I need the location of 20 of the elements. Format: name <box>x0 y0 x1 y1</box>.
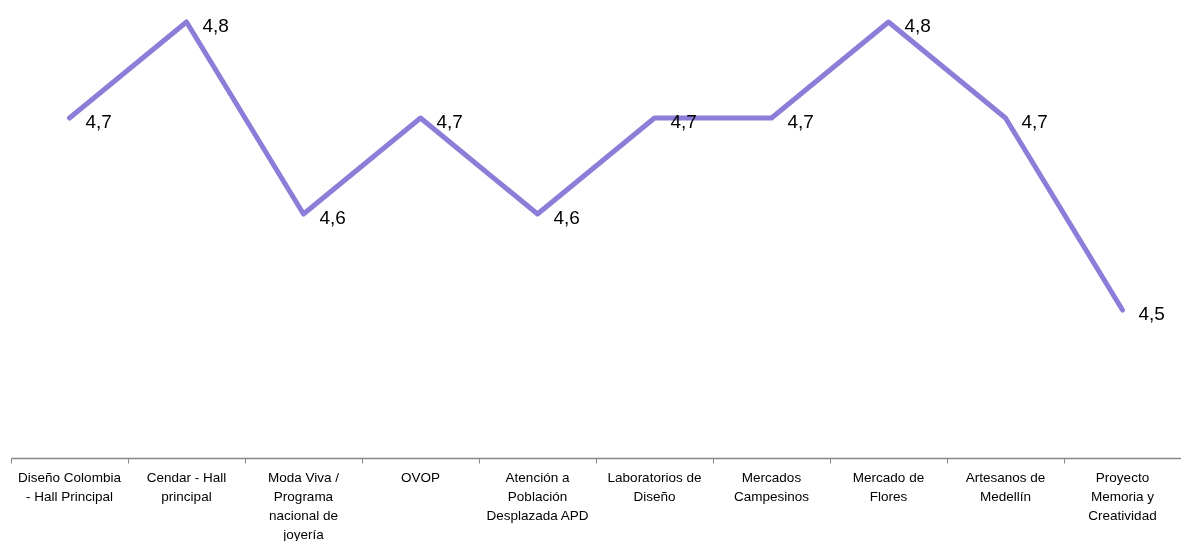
data-label: 4,6 <box>319 207 346 228</box>
x-tick-label: Mercado de Flores <box>852 469 925 504</box>
x-tick-label: Diseño Colombia - Hall Principal <box>18 469 122 504</box>
data-label: 4,8 <box>202 15 229 36</box>
data-label: 4,7 <box>670 111 697 132</box>
x-tick-label: Proyecto Memoria y Creatividad <box>1088 469 1157 523</box>
data-label: 4,6 <box>553 207 580 228</box>
x-tick-label: Cendar - Hall principal <box>146 469 227 504</box>
data-label: 4,7 <box>1021 111 1048 132</box>
x-tick-label: OVOP <box>400 469 441 485</box>
data-label: 4,8 <box>904 15 931 36</box>
data-label: 4,7 <box>787 111 814 132</box>
data-label: 4,5 <box>1138 303 1165 324</box>
x-tick-label: Moda Viva / Programa nacional de joyería <box>267 469 340 542</box>
data-label: 4,7 <box>85 111 112 132</box>
x-tick-label: Mercados Campesinos <box>733 469 810 504</box>
x-tick-label: Artesanos de Medellín <box>965 469 1046 504</box>
x-tick-label: Atención a Población Desplazada APD <box>486 469 589 523</box>
data-label: 4,7 <box>436 111 463 132</box>
x-tick-label: Laboratorios de Diseño <box>607 469 702 504</box>
